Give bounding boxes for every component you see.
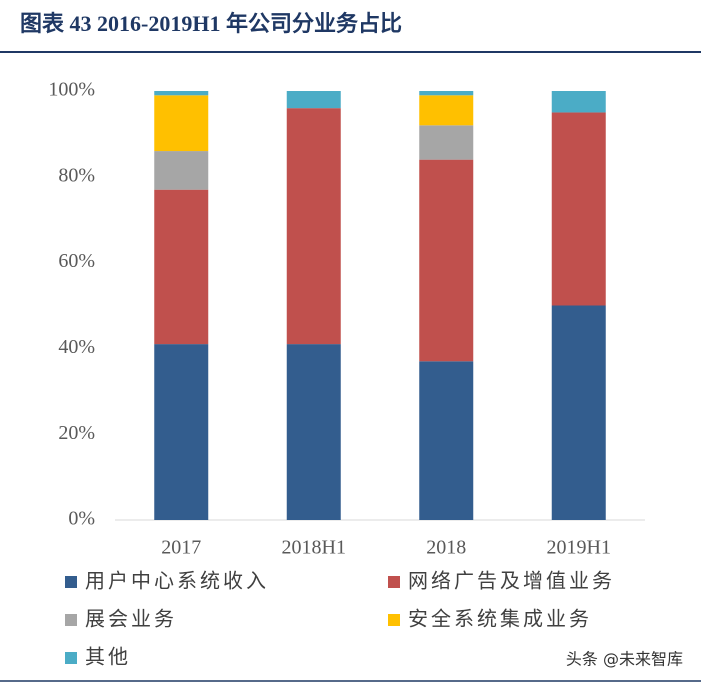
x-tick-label: 2018H1 — [282, 537, 346, 559]
bar-segment — [154, 344, 209, 520]
bar-segment — [551, 112, 606, 306]
x-tick-label: 2017 — [161, 537, 201, 559]
x-tick-label: 2019H1 — [547, 537, 611, 559]
bar-segment — [286, 108, 341, 345]
y-tick-label: 100% — [48, 79, 95, 101]
bar-segment — [286, 344, 341, 520]
legend-swatch — [388, 614, 400, 626]
chart-title: 图表 43 2016-2019H1 年公司分业务占比 — [20, 11, 402, 36]
legend-label: 安全系统集成业务 — [408, 607, 592, 631]
bar-segment — [419, 91, 474, 96]
bar-segment — [551, 91, 606, 113]
bar-segment — [551, 305, 606, 520]
bar-segment — [419, 361, 474, 520]
legend-label: 其他 — [85, 645, 131, 669]
y-tick-label: 60% — [58, 250, 95, 272]
bar-segment — [419, 125, 474, 160]
x-tick-label: 2018 — [426, 537, 466, 559]
y-tick-label: 80% — [58, 164, 95, 186]
legend-swatch — [388, 576, 400, 588]
y-tick-label: 20% — [58, 422, 95, 444]
legend-label: 展会业务 — [85, 607, 177, 631]
bar-segment — [154, 91, 209, 96]
bar-segment — [154, 189, 209, 345]
legend-swatch — [65, 576, 77, 588]
legend-label: 用户中心系统收入 — [85, 569, 269, 593]
watermark: 头条 @未来智库 — [566, 650, 683, 669]
bar-segment — [154, 95, 209, 152]
legend-swatch — [65, 652, 77, 664]
bar-segment — [286, 91, 341, 109]
legend-swatch — [65, 614, 77, 626]
bar-segment — [419, 159, 474, 362]
legend-label: 网络广告及增值业务 — [408, 569, 615, 593]
bar-segment — [154, 151, 209, 190]
y-tick-label: 0% — [68, 508, 95, 530]
bar-segment — [419, 95, 474, 126]
y-tick-label: 40% — [58, 336, 95, 358]
